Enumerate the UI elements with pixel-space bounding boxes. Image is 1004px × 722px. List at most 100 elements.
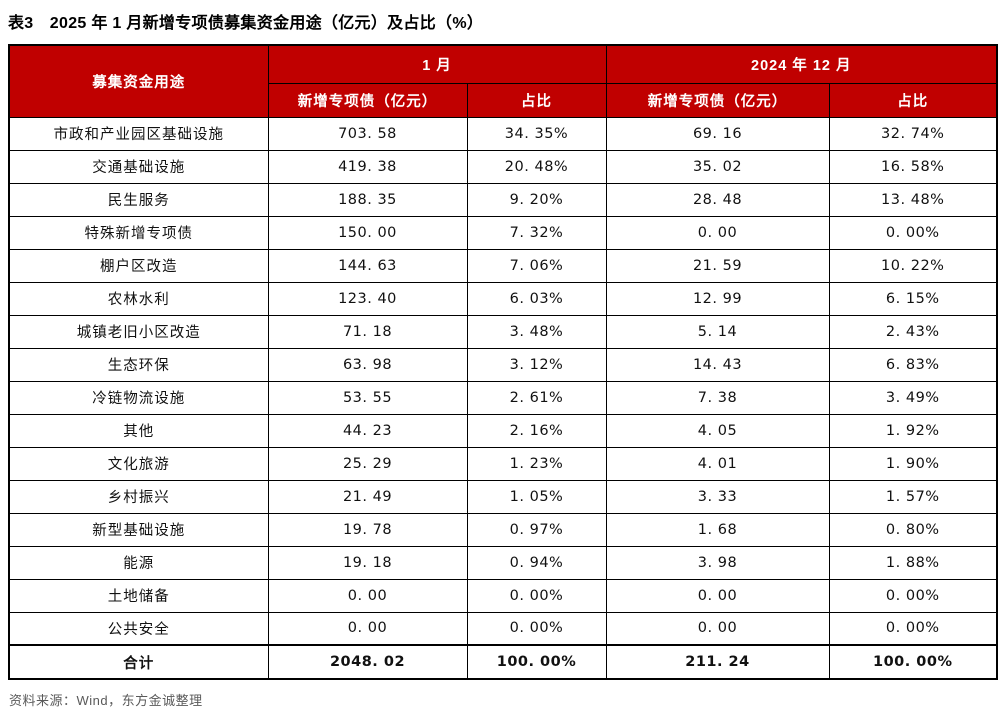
amount-dec-cell: 35. 02 [605,149,830,184]
share-dec-cell: 1. 57% [828,479,998,514]
amount-dec-cell: 4. 01 [605,446,830,481]
amount-dec-cell: 28. 48 [605,182,830,217]
row-label-cell: 生态环保 [8,347,269,382]
header-share-dec: 占比 [828,82,998,118]
amount-dec-cell: 0. 00 [605,215,830,250]
amount-dec-cell: 3. 98 [605,545,830,580]
share-jan-cell: 20. 48% [466,149,607,184]
share-jan-cell: 1. 23% [466,446,607,481]
amount-dec-cell: 3. 33 [605,479,830,514]
amount-dec-cell: 0. 00 [605,611,830,646]
table-row: 其他 44. 23 2. 16% 4. 05 1. 92% [8,413,998,448]
table-row: 冷链物流设施 53. 55 2. 61% 7. 38 3. 49% [8,380,998,415]
table-row: 生态环保 63. 98 3. 12% 14. 43 6. 83% [8,347,998,382]
header-amount-jan: 新增专项债（亿元） [267,82,468,118]
row-label-cell: 特殊新增专项债 [8,215,269,250]
amount-dec-cell: 211. 24 [605,644,830,680]
amount-dec-cell: 69. 16 [605,116,830,151]
table-row: 市政和产业园区基础设施 703. 58 34. 35% 69. 16 32. 74% [8,116,998,151]
amount-jan-cell: 71. 18 [267,314,468,349]
share-dec-cell: 16. 58% [828,149,998,184]
share-jan-cell: 0. 97% [466,512,607,547]
amount-jan-cell: 2048. 02 [267,644,468,680]
share-jan-cell: 6. 03% [466,281,607,316]
amount-jan-cell: 144. 63 [267,248,468,283]
share-jan-cell: 9. 20% [466,182,607,217]
table-row: 交通基础设施 419. 38 20. 48% 35. 02 16. 58% [8,149,998,184]
share-dec-cell: 0. 00% [828,215,998,250]
row-label-cell: 新型基础设施 [8,512,269,547]
header-group-january: 1 月 [267,44,607,84]
source-note: 资料来源：Wind，东方金诚整理 [9,693,203,708]
row-label-cell: 其他 [8,413,269,448]
share-dec-cell: 2. 43% [828,314,998,349]
share-jan-cell: 100. 00% [466,644,607,680]
share-jan-cell: 7. 06% [466,248,607,283]
total-row: 合计 2048. 02 100. 00% 211. 24 100. 00% [8,644,998,680]
amount-jan-cell: 0. 00 [267,611,468,646]
share-dec-cell: 0. 00% [828,578,998,613]
amount-dec-cell: 1. 68 [605,512,830,547]
share-dec-cell: 100. 00% [828,644,998,680]
table-row: 乡村振兴 21. 49 1. 05% 3. 33 1. 57% [8,479,998,514]
amount-jan-cell: 21. 49 [267,479,468,514]
page-title: 表3 2025 年 1 月新增专项债募集资金用途（亿元）及占比（%） [8,15,484,32]
amount-jan-cell: 703. 58 [267,116,468,151]
share-jan-cell: 1. 05% [466,479,607,514]
amount-jan-cell: 44. 23 [267,413,468,448]
table-row: 能源 19. 18 0. 94% 3. 98 1. 88% [8,545,998,580]
amount-jan-cell: 419. 38 [267,149,468,184]
header-group-december-2024: 2024 年 12 月 [605,44,998,84]
amount-jan-cell: 25. 29 [267,446,468,481]
amount-dec-cell: 0. 00 [605,578,830,613]
table-row: 新型基础设施 19. 78 0. 97% 1. 68 0. 80% [8,512,998,547]
share-jan-cell: 0. 00% [466,611,607,646]
header-share-jan: 占比 [466,82,607,118]
amount-dec-cell: 7. 38 [605,380,830,415]
share-dec-cell: 3. 49% [828,380,998,415]
amount-jan-cell: 123. 40 [267,281,468,316]
amount-jan-cell: 63. 98 [267,347,468,382]
share-dec-cell: 10. 22% [828,248,998,283]
table-row: 文化旅游 25. 29 1. 23% 4. 01 1. 90% [8,446,998,481]
row-label-cell: 合计 [8,644,269,680]
amount-dec-cell: 5. 14 [605,314,830,349]
amount-dec-cell: 14. 43 [605,347,830,382]
header-amount-dec: 新增专项债（亿元） [605,82,830,118]
share-jan-cell: 2. 61% [466,380,607,415]
row-label-cell: 乡村振兴 [8,479,269,514]
share-dec-cell: 6. 83% [828,347,998,382]
row-label-cell: 冷链物流设施 [8,380,269,415]
amount-dec-cell: 4. 05 [605,413,830,448]
row-label-cell: 公共安全 [8,611,269,646]
header-usage: 募集资金用途 [8,44,269,118]
row-label-cell: 土地储备 [8,578,269,613]
amount-dec-cell: 21. 59 [605,248,830,283]
share-jan-cell: 34. 35% [466,116,607,151]
row-label-cell: 民生服务 [8,182,269,217]
row-label-cell: 棚户区改造 [8,248,269,283]
table-row: 民生服务 188. 35 9. 20% 28. 48 13. 48% [8,182,998,217]
table-row: 土地储备 0. 00 0. 00% 0. 00 0. 00% [8,578,998,613]
row-label-cell: 文化旅游 [8,446,269,481]
table-row: 棚户区改造 144. 63 7. 06% 21. 59 10. 22% [8,248,998,283]
row-label-cell: 交通基础设施 [8,149,269,184]
share-jan-cell: 0. 94% [466,545,607,580]
amount-jan-cell: 0. 00 [267,578,468,613]
header-sub-row: 新增专项债（亿元） 占比 新增专项债（亿元） 占比 [9,82,998,118]
row-label-cell: 市政和产业园区基础设施 [8,116,269,151]
share-dec-cell: 0. 00% [828,611,998,646]
table-row: 公共安全 0. 00 0. 00% 0. 00 0. 00% [8,611,998,646]
data-table: 募集资金用途 1 月 2024 年 12 月 新增专项债（亿元） 占比 新增专项… [8,44,999,680]
amount-dec-cell: 12. 99 [605,281,830,316]
amount-jan-cell: 19. 78 [267,512,468,547]
share-jan-cell: 3. 48% [466,314,607,349]
share-jan-cell: 3. 12% [466,347,607,382]
table-body: 市政和产业园区基础设施 703. 58 34. 35% 69. 16 32. 74% 交通… [8,116,998,680]
table-row: 特殊新增专项债 150. 00 7. 32% 0. 00 0. 00% [8,215,998,250]
header-group-row: 募集资金用途 1 月 2024 年 12 月 [8,44,998,118]
amount-jan-cell: 188. 35 [267,182,468,217]
table-row: 城镇老旧小区改造 71. 18 3. 48% 5. 14 2. 43% [8,314,998,349]
table-row: 农林水利 123. 40 6. 03% 12. 99 6. 15% [8,281,998,316]
